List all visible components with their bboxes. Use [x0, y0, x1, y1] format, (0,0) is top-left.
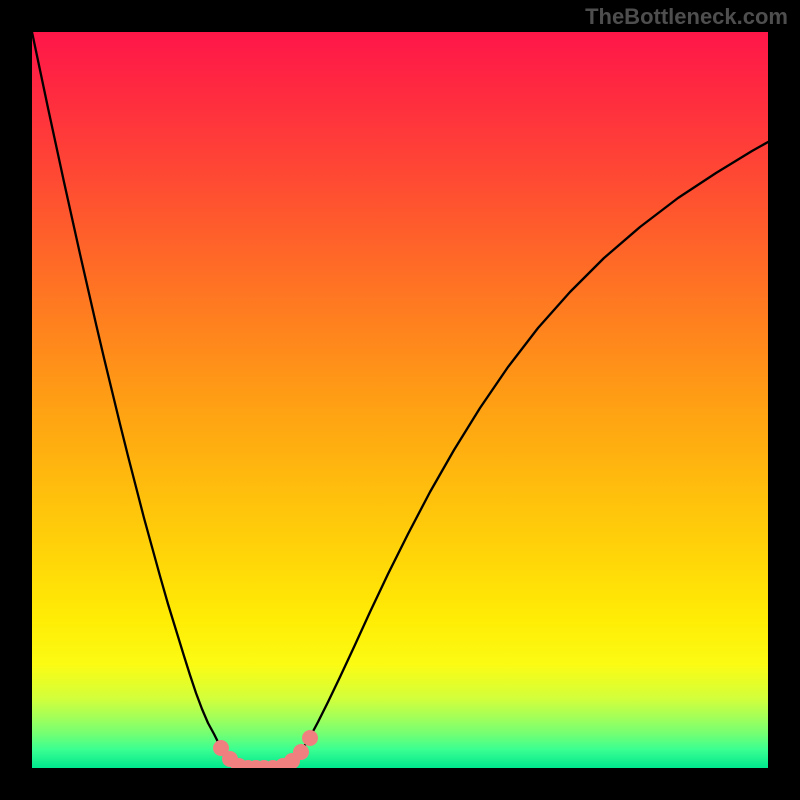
gradient-rect	[32, 32, 768, 768]
gradient-background	[32, 32, 768, 768]
plot-area	[32, 32, 768, 768]
watermark-text: TheBottleneck.com	[585, 4, 788, 30]
